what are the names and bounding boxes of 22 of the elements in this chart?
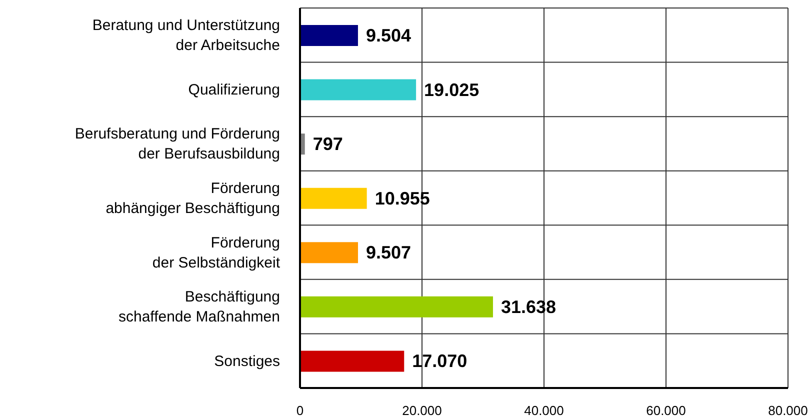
bar	[300, 188, 367, 209]
y-tick-label: Förderung abhängiger Beschäftigung	[106, 180, 280, 216]
data-label: 797	[312, 134, 343, 154]
data-label: 9.504	[366, 26, 412, 46]
x-tick-label: 20.000	[402, 403, 442, 418]
y-tick-label: Qualifizierung	[188, 80, 280, 98]
y-tick-label: Förderung der Selbständigkeit	[152, 234, 281, 271]
y-tick-label: Berufsberatung und Förderung der Berufsausbildung	[74, 125, 280, 162]
bar	[300, 25, 358, 46]
x-tick-label: 0	[296, 403, 304, 418]
bar	[300, 242, 358, 264]
y-tick-label: Sonstiges	[214, 352, 280, 370]
data-label: 9.507	[366, 242, 412, 263]
y-tick-label: Beschäftigung schaffende Maßnahmen	[118, 288, 280, 326]
y-tick-label: Beratung und Unterstützung der Arbeitsuche	[92, 16, 280, 54]
bar	[300, 296, 493, 318]
x-tick-label: 80.000	[768, 403, 808, 418]
data-label: 19.025	[424, 80, 480, 100]
bar	[300, 350, 404, 372]
x-tick-label: 40.000	[524, 403, 564, 418]
bar	[300, 79, 416, 100]
x-tick-label: 60.000	[646, 403, 686, 418]
